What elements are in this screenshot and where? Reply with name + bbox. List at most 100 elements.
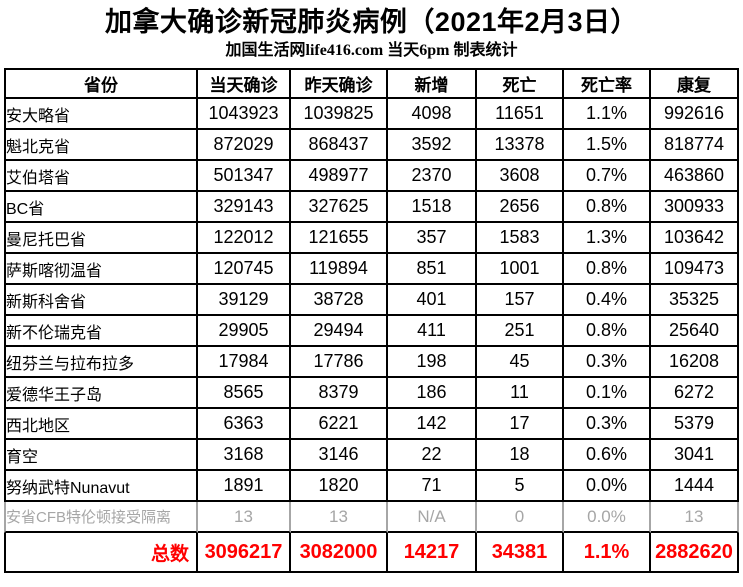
province-cell: 安大略省 [4, 99, 198, 130]
row-new-brunswick: 新不伦瑞克省 29905 29494 411 251 0.8% 25640 [4, 316, 739, 347]
page: 加拿大确诊新冠肺炎病例（2021年2月3日） 加国生活网life416.com … [0, 6, 743, 573]
value-cell: 18 [477, 440, 564, 471]
value-cell: 13 [651, 502, 739, 533]
value-cell: 3146 [291, 440, 388, 471]
value-cell: 11 [477, 378, 564, 409]
value-cell: 1444 [651, 471, 739, 502]
value-cell: 251 [477, 316, 564, 347]
value-cell: 120745 [198, 254, 291, 285]
value-cell: 13 [291, 502, 388, 533]
value-cell: 329143 [198, 192, 291, 223]
value-cell: 851 [388, 254, 477, 285]
value-cell: 0.8% [564, 316, 651, 347]
value-cell: 22 [388, 440, 477, 471]
province-cell: 魁北克省 [4, 130, 198, 161]
value-cell: 35325 [651, 285, 739, 316]
value-cell: 16208 [651, 347, 739, 378]
row-northwest-territories: 西北地区 6363 6221 142 17 0.3% 5379 [4, 409, 739, 440]
value-cell: 17786 [291, 347, 388, 378]
value-cell: 1.1% [564, 533, 651, 573]
value-cell: 13378 [477, 130, 564, 161]
value-cell: 411 [388, 316, 477, 347]
value-cell: 327625 [291, 192, 388, 223]
value-cell: 3592 [388, 130, 477, 161]
value-cell: 2656 [477, 192, 564, 223]
value-cell: 1001 [477, 254, 564, 285]
value-cell: 29905 [198, 316, 291, 347]
value-cell: 39129 [198, 285, 291, 316]
value-cell: 2882620 [651, 533, 739, 573]
row-total: 总数 3096217 3082000 14217 34381 1.1% 2882620 [4, 533, 739, 573]
value-cell: 0.3% [564, 347, 651, 378]
value-cell: 0.8% [564, 192, 651, 223]
value-cell: 198 [388, 347, 477, 378]
row-nova-scotia: 新斯科舍省 39129 38728 401 157 0.4% 35325 [4, 285, 739, 316]
value-cell: 1518 [388, 192, 477, 223]
value-cell: 1820 [291, 471, 388, 502]
value-cell: 1.1% [564, 99, 651, 130]
value-cell: 109473 [651, 254, 739, 285]
province-cell: 安省CFB特伦顿接受隔离 [4, 502, 198, 533]
province-cell: 总数 [4, 533, 198, 573]
value-cell: 2370 [388, 161, 477, 192]
value-cell: 5 [477, 471, 564, 502]
value-cell: 11651 [477, 99, 564, 130]
value-cell: 0.0% [564, 502, 651, 533]
province-cell: 纽芬兰与拉布拉多 [4, 347, 198, 378]
value-cell: 300933 [651, 192, 739, 223]
value-cell: 818774 [651, 130, 739, 161]
value-cell: 4098 [388, 99, 477, 130]
value-cell: 6363 [198, 409, 291, 440]
province-cell: 新不伦瑞克省 [4, 316, 198, 347]
table-header-row: 省份 当天确诊 昨天确诊 新增 死亡 死亡率 康复 [4, 68, 739, 99]
value-cell: 8565 [198, 378, 291, 409]
value-cell: 157 [477, 285, 564, 316]
value-cell: 25640 [651, 316, 739, 347]
page-subtitle: 加国生活网life416.com 当天6pm 制表统计 [225, 42, 518, 59]
value-cell: 3041 [651, 440, 739, 471]
row-manitoba: 曼尼托巴省 122012 121655 357 1583 1.3% 103642 [4, 223, 739, 254]
value-cell: N/A [388, 502, 477, 533]
header-province: 省份 [4, 68, 198, 99]
covid-stats-table: 省份 当天确诊 昨天确诊 新增 死亡 死亡率 康复 安大略省 1043923 103… [4, 68, 739, 573]
value-cell: 0.7% [564, 161, 651, 192]
row-cfb-trenton: 安省CFB特伦顿接受隔离 13 13 N/A 0 0.0% 13 [4, 502, 739, 533]
value-cell: 5379 [651, 409, 739, 440]
value-cell: 0.8% [564, 254, 651, 285]
value-cell: 186 [388, 378, 477, 409]
row-quebec: 魁北克省 872029 868437 3592 13378 1.5% 818774 [4, 130, 739, 161]
row-bc: BC省 329143 327625 1518 2656 0.8% 300933 [4, 192, 739, 223]
value-cell: 34381 [477, 533, 564, 573]
value-cell: 357 [388, 223, 477, 254]
value-cell: 71 [388, 471, 477, 502]
province-cell: 新斯科舍省 [4, 285, 198, 316]
value-cell: 401 [388, 285, 477, 316]
table-body: 安大略省 1043923 1039825 4098 11651 1.1% 992616 魁北克… [4, 99, 739, 573]
value-cell: 3168 [198, 440, 291, 471]
row-nunavut: 努纳武特Nunavut 1891 1820 71 5 0.0% 1444 [4, 471, 739, 502]
page-title: 加拿大确诊新冠肺炎病例（2021年2月3日） [104, 7, 639, 37]
value-cell: 0.4% [564, 285, 651, 316]
value-cell: 868437 [291, 130, 388, 161]
province-cell: 曼尼托巴省 [4, 223, 198, 254]
value-cell: 17984 [198, 347, 291, 378]
value-cell: 8379 [291, 378, 388, 409]
value-cell: 498977 [291, 161, 388, 192]
value-cell: 463860 [651, 161, 739, 192]
value-cell: 29494 [291, 316, 388, 347]
header-recovered: 康复 [651, 68, 739, 99]
province-cell: 西北地区 [4, 409, 198, 440]
value-cell: 142 [388, 409, 477, 440]
value-cell: 3082000 [291, 533, 388, 573]
province-cell: 爱德华王子岛 [4, 378, 198, 409]
province-cell: 努纳武特Nunavut [4, 471, 198, 502]
value-cell: 3096217 [198, 533, 291, 573]
value-cell: 0 [477, 502, 564, 533]
value-cell: 501347 [198, 161, 291, 192]
row-newfoundland: 纽芬兰与拉布拉多 17984 17786 198 45 0.3% 16208 [4, 347, 739, 378]
province-cell: BC省 [4, 192, 198, 223]
value-cell: 1.5% [564, 130, 651, 161]
header-yesterday-confirmed: 昨天确诊 [291, 68, 388, 99]
value-cell: 122012 [198, 223, 291, 254]
value-cell: 14217 [388, 533, 477, 573]
